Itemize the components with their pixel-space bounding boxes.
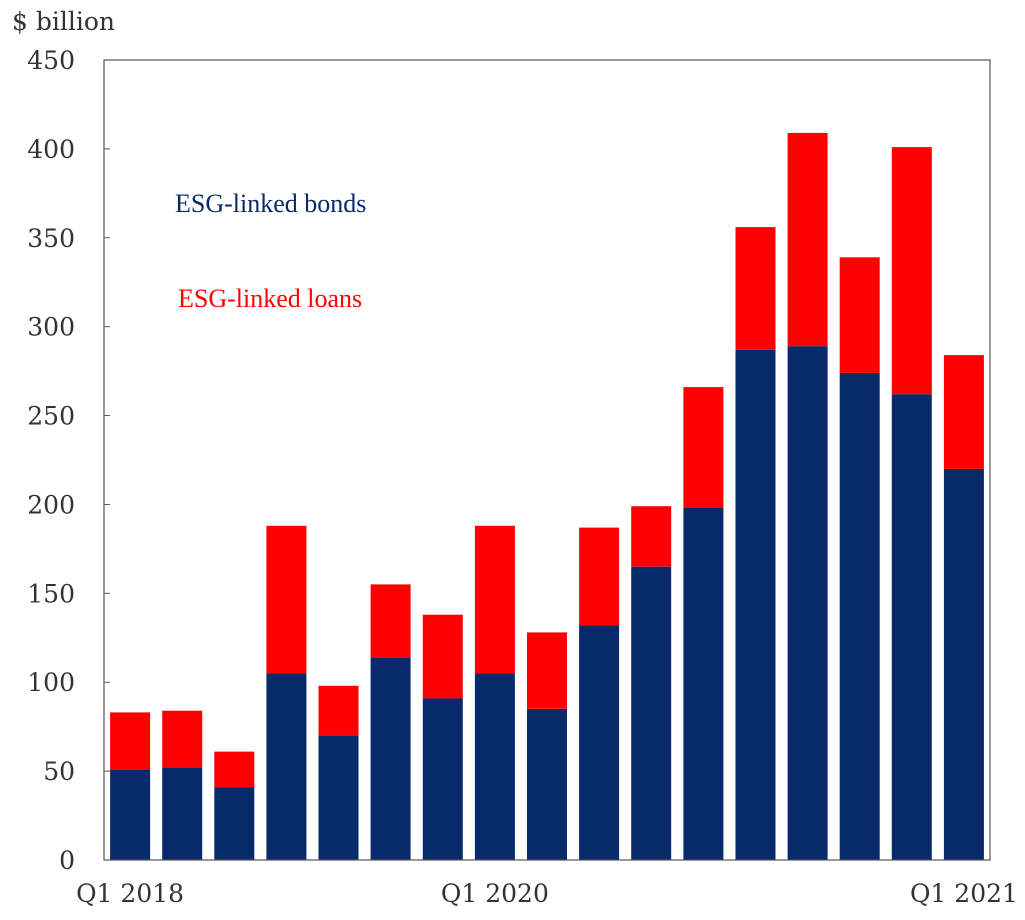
- bar-loans-12: [735, 227, 776, 350]
- bar-loans-5: [370, 584, 411, 658]
- y-tick-label-100: 100: [27, 668, 75, 697]
- y-tick-label-300: 300: [27, 313, 75, 342]
- x-axis-ticks: Q1 2018 Q1 2020 Q1 2021: [76, 879, 1018, 908]
- x-tick-label-2: Q1 2021: [910, 879, 1018, 908]
- y-tick-label-350: 350: [27, 224, 75, 253]
- y-tick-label-250: 250: [27, 402, 75, 431]
- plot-frame: [103, 59, 991, 861]
- y-tick-label-0: 0: [59, 846, 75, 875]
- bar-bonds-3: [266, 673, 307, 860]
- bar-loans-7: [474, 525, 515, 674]
- y-axis-ticks: 0 50 100 150 200 250 300 350 400 450: [27, 46, 110, 875]
- x-tick-label-1: Q1 2020: [441, 879, 549, 908]
- bar-loans-0: [110, 712, 151, 770]
- bar-bonds-10: [631, 566, 672, 860]
- bar-bonds-8: [527, 708, 567, 860]
- bar-loans-6: [422, 614, 463, 699]
- bar-bonds-12: [735, 349, 776, 860]
- legend-bonds: ESG-linked bonds: [175, 189, 366, 218]
- bar-bonds-9: [579, 625, 620, 860]
- y-tick-label-50: 50: [43, 757, 75, 786]
- y-tick-label-450: 450: [27, 46, 75, 75]
- legend-loans: ESG-linked loans: [178, 284, 362, 313]
- bar-loans-11: [683, 387, 724, 508]
- bars-group: [110, 132, 984, 860]
- bar-loans-8: [527, 632, 567, 709]
- y-axis-unit-label: $ billion: [12, 7, 115, 36]
- y-tick-label-400: 400: [27, 135, 75, 164]
- bar-bonds-13: [787, 346, 828, 860]
- bar-loans-9: [579, 527, 620, 626]
- bar-loans-4: [318, 685, 359, 736]
- bar-loans-15: [891, 147, 932, 395]
- bar-loans-16: [943, 355, 984, 469]
- bar-bonds-11: [683, 508, 724, 860]
- y-tick-label-200: 200: [27, 490, 75, 519]
- y-tick-label-150: 150: [27, 579, 75, 608]
- bar-loans-10: [631, 506, 672, 567]
- bar-loans-13: [787, 132, 828, 347]
- bar-loans-3: [266, 525, 307, 674]
- bar-loans-14: [839, 257, 880, 373]
- bar-bonds-7: [474, 673, 515, 860]
- bar-bonds-16: [943, 468, 984, 860]
- bar-bonds-2: [214, 787, 255, 860]
- bar-bonds-0: [110, 769, 151, 860]
- bar-loans-1: [162, 710, 203, 768]
- bar-bonds-5: [370, 657, 411, 860]
- bar-loans-2: [214, 751, 255, 788]
- bar-bonds-6: [422, 698, 463, 860]
- bar-bonds-14: [839, 372, 880, 860]
- x-tick-label-0: Q1 2018: [76, 879, 184, 908]
- bar-bonds-1: [162, 767, 203, 860]
- bar-bonds-4: [318, 735, 359, 860]
- bar-bonds-15: [891, 394, 932, 860]
